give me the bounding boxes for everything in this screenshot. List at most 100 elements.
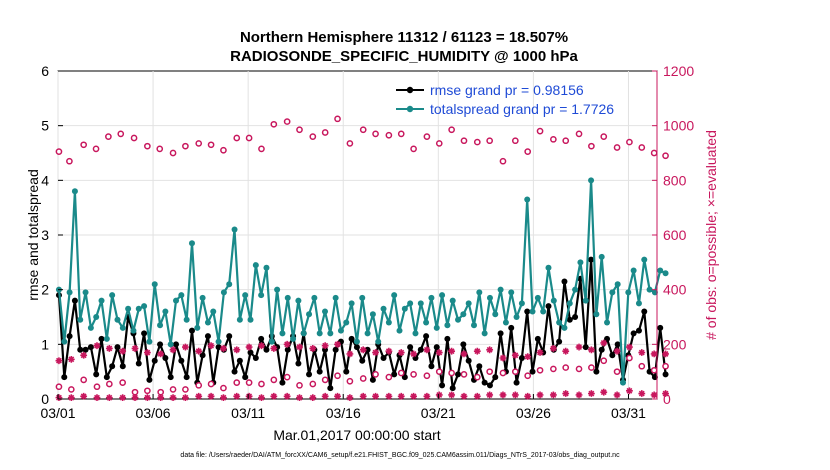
- obs-evaluated-marker: [448, 347, 456, 355]
- rmse-point: [529, 368, 536, 375]
- totalspread-point: [226, 281, 233, 288]
- obs-possible-marker: [575, 130, 583, 138]
- totalspread-point: [476, 289, 483, 296]
- rmse-point: [231, 368, 238, 375]
- obs-evaluated-marker: [309, 345, 317, 352]
- rmse-point: [173, 341, 180, 348]
- x-tick-label: 03/01: [40, 405, 75, 421]
- obs-evaluated-marker: [638, 349, 646, 356]
- totalspread-point: [119, 324, 126, 331]
- totalspread-point: [252, 262, 259, 269]
- obs-possible-marker: [334, 372, 341, 380]
- rmse-point: [279, 379, 286, 386]
- totalspread-point: [98, 297, 105, 304]
- rmse-point: [433, 344, 440, 351]
- rmse-point: [662, 371, 669, 378]
- obs-evaluated-marker: [67, 394, 75, 402]
- obs-possible-marker: [156, 145, 164, 153]
- totalspread-point: [630, 267, 637, 274]
- rmse-point: [167, 374, 174, 381]
- obs-possible-marker: [283, 373, 291, 381]
- totalspread-point: [513, 314, 520, 320]
- obs-evaluated-marker: [549, 345, 557, 352]
- obs-possible-marker: [207, 141, 215, 149]
- rmse-point: [103, 374, 110, 381]
- totalspread-point: [157, 322, 164, 329]
- obs-evaluated-marker: [309, 394, 317, 402]
- totalspread-point: [423, 319, 430, 326]
- legend: rmse grand pr = 0.98156 totalspread gran…: [396, 82, 614, 117]
- obs-possible-marker: [588, 142, 595, 150]
- chart-title: Northern Hemisphere 11312 / 61123 = 18.5…: [240, 29, 568, 46]
- totalspread-point: [348, 300, 355, 307]
- totalspread-point: [449, 297, 456, 304]
- totalspread-point: [316, 330, 323, 337]
- obs-possible-marker: [233, 134, 241, 142]
- rmse-point: [316, 368, 323, 375]
- obs-evaluated-marker: [385, 347, 393, 355]
- obs-possible-marker: [486, 368, 494, 376]
- totalspread-point: [614, 281, 621, 288]
- rmse-point: [343, 368, 350, 375]
- rmse-point: [518, 355, 525, 361]
- obs-evaluated-marker: [143, 349, 151, 356]
- rmse-point: [497, 330, 504, 337]
- rmse-point: [353, 344, 360, 351]
- rmse-point: [572, 314, 579, 320]
- obs-evaluated-marker: [67, 355, 75, 363]
- obs-possible-marker: [448, 126, 455, 134]
- obs-possible-marker: [662, 362, 669, 370]
- totalspread-point: [290, 335, 297, 342]
- totalspread-point: [178, 292, 185, 299]
- rmse-point: [178, 357, 185, 364]
- rmse-point: [609, 352, 616, 359]
- rmse-point: [651, 374, 658, 381]
- obs-evaluated-marker: [245, 343, 253, 351]
- obs-possible-marker: [550, 365, 557, 373]
- totalspread-point: [428, 294, 435, 301]
- totalspread-point: [460, 311, 467, 318]
- rmse-point: [465, 357, 472, 364]
- obs-evaluated-marker: [346, 350, 354, 358]
- y2-tick-label: 0: [663, 391, 671, 407]
- obs-possible-marker: [499, 369, 507, 377]
- obs-evaluated-marker: [93, 342, 101, 350]
- totalspread-point: [188, 240, 195, 247]
- obs-possible-marker: [473, 138, 481, 146]
- totalspread-point: [247, 316, 254, 323]
- obs-possible-marker: [460, 137, 468, 145]
- totalspread-point: [502, 319, 509, 326]
- obs-evaluated-marker: [486, 346, 494, 354]
- rmse-point: [455, 371, 462, 378]
- rmse-point: [284, 346, 291, 353]
- totalspread-point: [439, 292, 446, 299]
- totalspread-point: [486, 294, 493, 301]
- totalspread-point: [508, 289, 515, 296]
- totalspread-point: [279, 330, 286, 337]
- obs-possible-marker: [296, 126, 303, 134]
- totalspread-point: [93, 314, 100, 320]
- obs-evaluated-marker: [334, 340, 341, 348]
- obs-possible-marker: [613, 144, 621, 151]
- rmse-point: [630, 330, 637, 337]
- totalspread-point: [625, 289, 632, 296]
- y-tick-label: 0: [41, 391, 49, 407]
- totalspread-point: [322, 308, 329, 315]
- rmse-point: [236, 357, 243, 364]
- obs-evaluated-marker: [131, 345, 139, 352]
- totalspread-point: [114, 316, 121, 323]
- totalspread-point: [455, 316, 462, 323]
- rmse-point: [391, 371, 398, 378]
- y2-tick-label: 1200: [663, 63, 694, 79]
- obs-evaluated-marker: [499, 354, 507, 362]
- obs-possible-marker: [80, 376, 88, 384]
- rmse-point: [204, 333, 211, 340]
- rmse-point: [183, 374, 190, 381]
- totalspread-point: [353, 338, 360, 345]
- obs-possible-marker: [486, 137, 494, 145]
- rmse-point: [524, 308, 531, 315]
- obs-possible-marker: [650, 149, 658, 157]
- totalspread-point: [588, 177, 595, 184]
- rmse-point: [492, 374, 499, 381]
- y2-tick-label: 200: [663, 336, 687, 352]
